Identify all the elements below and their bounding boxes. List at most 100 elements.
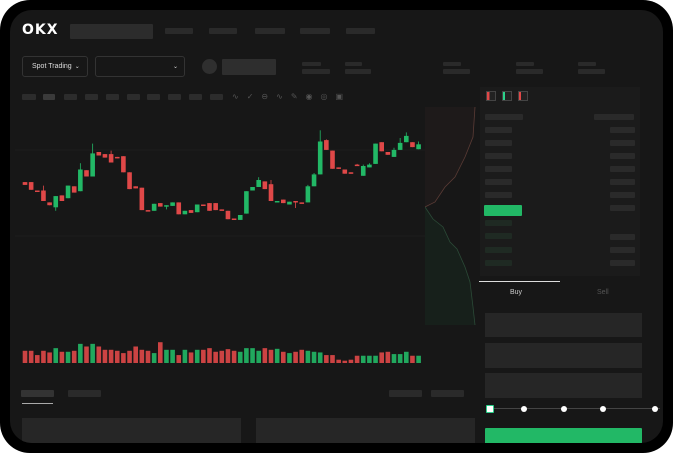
volume-bar bbox=[59, 351, 65, 363]
stat-label bbox=[516, 62, 534, 66]
candlestick-chart[interactable] bbox=[10, 10, 430, 380]
total-input[interactable] bbox=[485, 373, 642, 398]
bottom-tab-underline bbox=[22, 403, 53, 404]
asks-only-icon[interactable] bbox=[518, 91, 528, 101]
indicator-icon[interactable]: ∿ bbox=[232, 92, 239, 101]
candle-body bbox=[28, 182, 34, 190]
target-icon[interactable]: ◎ bbox=[320, 92, 328, 101]
stat-label bbox=[443, 62, 461, 66]
candle-body bbox=[201, 204, 206, 206]
pencil-icon[interactable]: ✎ bbox=[290, 92, 298, 101]
volume-bar bbox=[207, 348, 212, 363]
stat-value bbox=[345, 69, 371, 74]
buy-button[interactable] bbox=[485, 428, 642, 443]
candle-body bbox=[385, 152, 391, 155]
bid-price bbox=[485, 220, 512, 226]
slider-step[interactable] bbox=[652, 406, 658, 412]
chevron-down-icon: ⌄ bbox=[74, 64, 80, 70]
amount-input[interactable] bbox=[485, 343, 642, 368]
settings-icon[interactable]: ⊖ bbox=[261, 92, 269, 101]
candle-body bbox=[367, 164, 372, 168]
candle-body bbox=[373, 143, 378, 164]
candle-body bbox=[324, 140, 329, 150]
nav-item[interactable] bbox=[209, 28, 237, 34]
volume-bar bbox=[127, 350, 132, 363]
volume-bar bbox=[114, 350, 120, 363]
bid-amount bbox=[610, 234, 635, 240]
search-placeholder[interactable] bbox=[70, 24, 153, 39]
pair-select[interactable]: ⌄ bbox=[95, 56, 185, 77]
volume-bar bbox=[311, 351, 317, 363]
volume-bar bbox=[244, 348, 249, 363]
bid-price bbox=[485, 247, 512, 253]
ask-amount bbox=[610, 153, 635, 159]
bottom-tab-open-orders[interactable] bbox=[21, 390, 54, 397]
candle-body bbox=[299, 202, 305, 204]
candle-body bbox=[305, 186, 311, 203]
screen: OKX Spot Trading ⌄ ⌄ ∿ ✓ ⊖ ∿ ✎ ◉ ◎ ▣ bbox=[10, 10, 663, 443]
stat-value bbox=[578, 69, 605, 74]
both-sides-icon[interactable] bbox=[486, 91, 496, 101]
bottom-action[interactable] bbox=[389, 390, 422, 397]
volume-bar bbox=[213, 351, 218, 363]
candle-body bbox=[170, 202, 175, 206]
slider-step[interactable] bbox=[600, 406, 606, 412]
candle-body bbox=[108, 154, 114, 163]
candle-body bbox=[237, 215, 243, 220]
nav-item[interactable] bbox=[255, 28, 285, 34]
tab-buy[interactable]: Buy bbox=[510, 289, 523, 296]
candle-body bbox=[90, 153, 95, 177]
volume-bar bbox=[237, 351, 243, 363]
chart-type-icon[interactable]: ✓ bbox=[246, 92, 254, 101]
volume-bar bbox=[182, 349, 188, 363]
stat-label bbox=[345, 62, 362, 66]
leverage-slider[interactable] bbox=[490, 408, 660, 409]
coin-avatar bbox=[202, 59, 217, 74]
ask-price bbox=[485, 192, 512, 198]
candle-body bbox=[274, 201, 280, 203]
volume-bar bbox=[299, 349, 305, 363]
bids-only-icon[interactable] bbox=[502, 91, 512, 101]
candle-body bbox=[133, 186, 138, 189]
candle-body bbox=[410, 142, 415, 148]
nav-item[interactable] bbox=[300, 28, 330, 34]
bottom-tab-history[interactable] bbox=[68, 390, 101, 397]
volume-bar bbox=[84, 346, 89, 363]
stat-value bbox=[302, 69, 330, 74]
bid-price bbox=[485, 233, 512, 239]
candle-body bbox=[348, 172, 354, 174]
slider-step[interactable] bbox=[561, 406, 567, 412]
stat-label bbox=[578, 62, 596, 66]
slider-handle[interactable] bbox=[486, 405, 494, 413]
candle-body bbox=[207, 203, 212, 211]
candle-body bbox=[164, 205, 169, 207]
volume-bar bbox=[373, 355, 378, 363]
nav-item[interactable] bbox=[346, 28, 375, 34]
fullscreen-icon[interactable]: ▣ bbox=[335, 92, 344, 101]
ask-amount bbox=[610, 166, 635, 172]
candle-body bbox=[281, 199, 286, 204]
candle-body bbox=[182, 210, 188, 215]
candle-body bbox=[71, 186, 77, 193]
volume-bar bbox=[145, 350, 151, 363]
timeframe-button bbox=[147, 94, 160, 100]
price-input[interactable] bbox=[485, 313, 642, 337]
candle-body bbox=[84, 170, 89, 177]
slider-step[interactable] bbox=[521, 406, 527, 412]
candle-body bbox=[22, 182, 28, 185]
market-select[interactable]: Spot Trading ⌄ bbox=[22, 56, 88, 77]
ask-amount bbox=[610, 127, 635, 133]
volume-bar bbox=[336, 359, 341, 363]
volume-bar bbox=[391, 354, 397, 363]
camera-icon[interactable]: ◉ bbox=[305, 92, 313, 101]
volume-bar bbox=[35, 355, 40, 363]
volume-bar bbox=[53, 348, 59, 363]
tab-sell[interactable]: Sell bbox=[597, 289, 609, 296]
volume-bar bbox=[151, 353, 157, 363]
nav-item[interactable] bbox=[165, 28, 193, 34]
timeframe-button bbox=[43, 94, 55, 100]
okx-logo[interactable]: OKX bbox=[22, 22, 59, 38]
line-tool-icon[interactable]: ∿ bbox=[276, 92, 283, 101]
candle-body bbox=[41, 190, 46, 201]
bottom-action[interactable] bbox=[431, 390, 464, 397]
